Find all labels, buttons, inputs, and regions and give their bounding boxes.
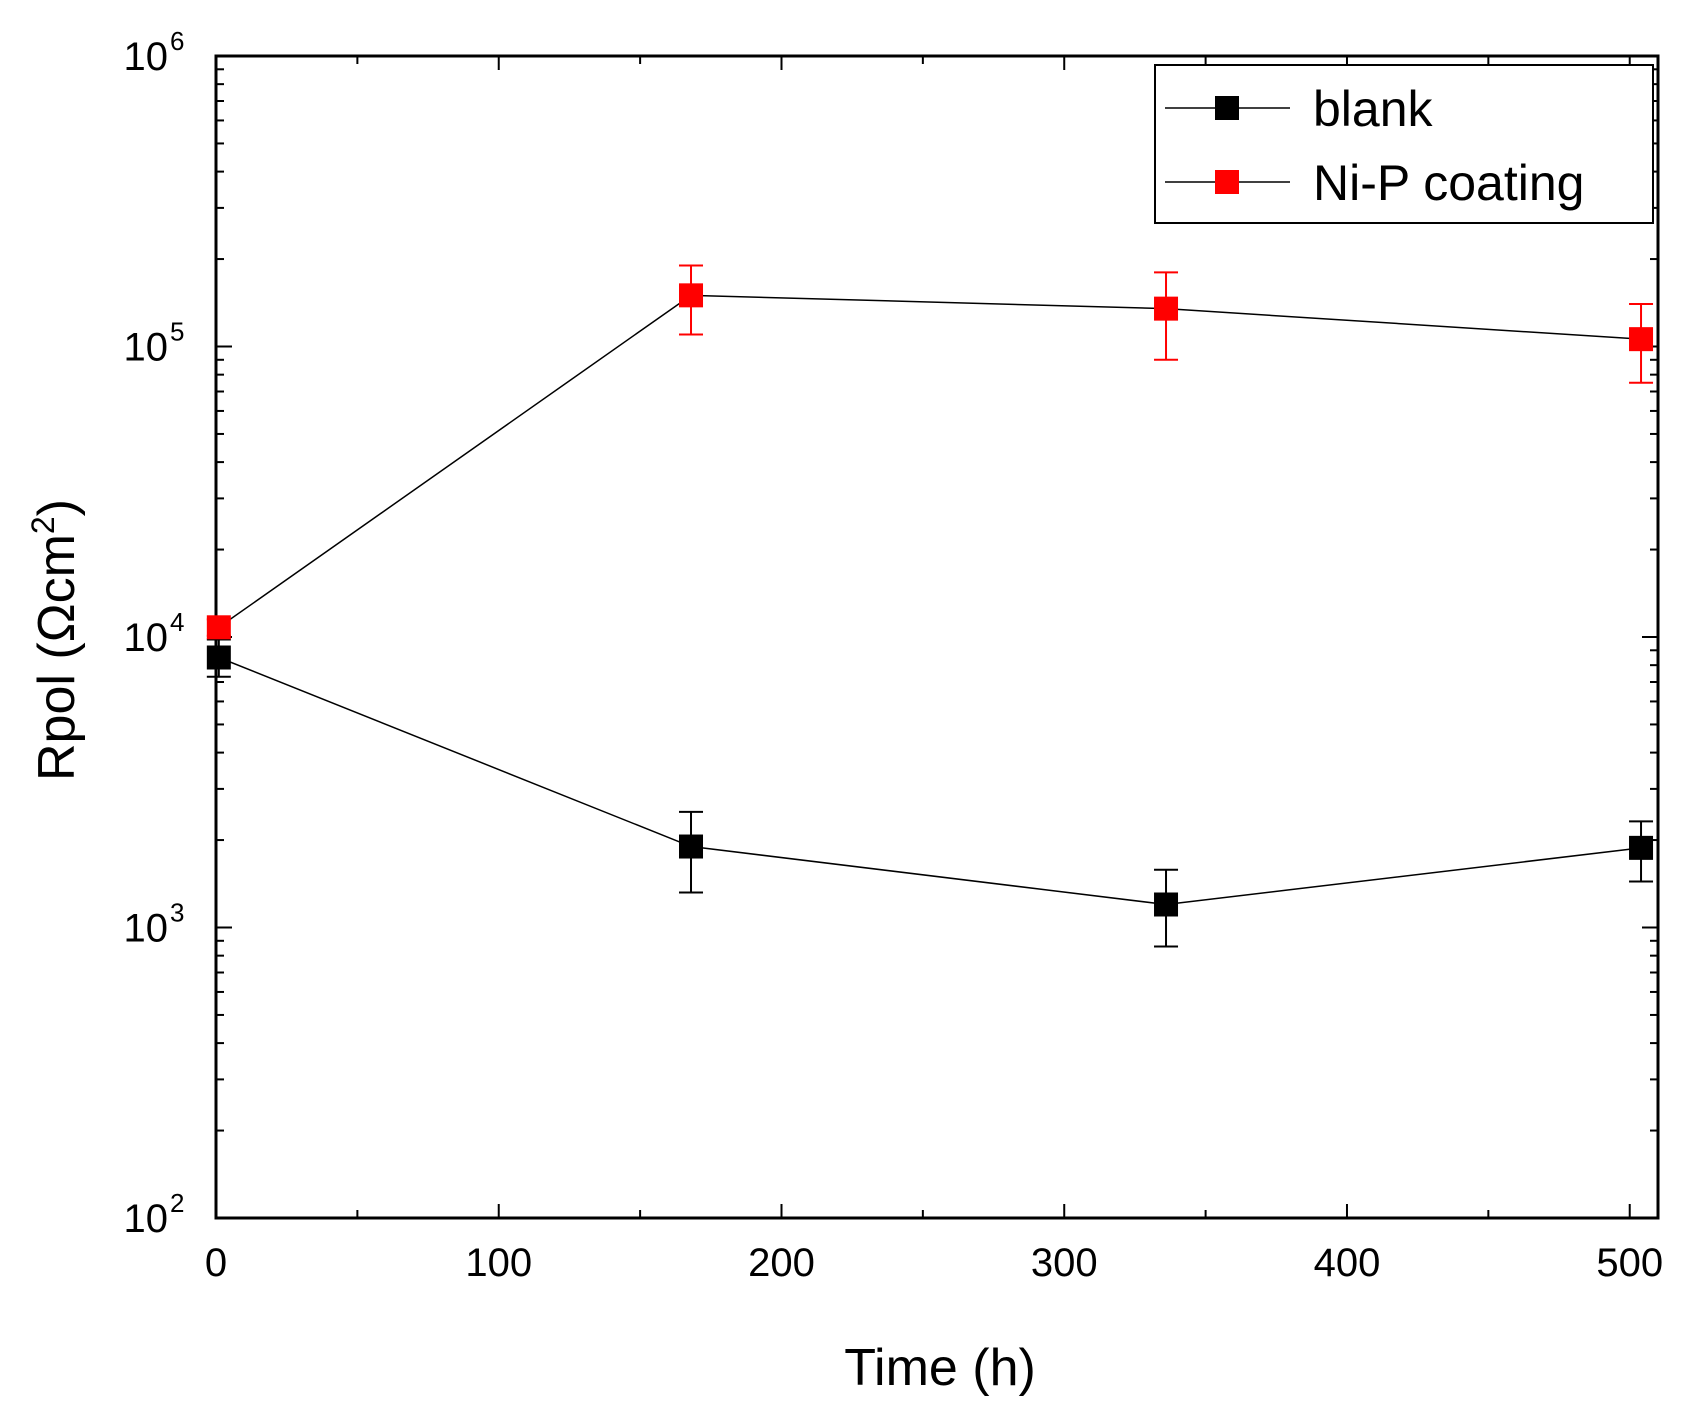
x-tick-label: 400 (1314, 1241, 1381, 1285)
y-tick-label-exponent: 2 (170, 1188, 184, 1218)
legend: blank Ni-P coating (1154, 64, 1654, 224)
x-axis-title: Time (h) (844, 1339, 1036, 1397)
data-point-ni-p-coating (1629, 327, 1654, 352)
y-tick-label: 10 (124, 35, 169, 79)
data-point-ni-p-coating (1154, 296, 1179, 321)
y-tick-label-exponent: 3 (170, 898, 184, 928)
data-point-blank (1629, 835, 1654, 860)
y-axis-title: Rpol (Ωcm2) (25, 499, 86, 781)
y-tick-label: 10 (124, 1197, 169, 1241)
x-tick-label: 300 (1031, 1241, 1098, 1285)
series-line-blank (218, 656, 1642, 906)
y-axis-title-prefix: Rpol (Ωcm (28, 534, 86, 781)
y-tick-label-exponent: 6 (170, 26, 184, 56)
data-point-blank (679, 834, 704, 859)
x-tick-label: 100 (465, 1241, 532, 1285)
legend-label-nip: Ni-P coating (1313, 155, 1584, 211)
plot-area-border (214, 54, 1660, 1220)
series-blank (206, 638, 1654, 948)
data-point-blank (206, 645, 231, 670)
x-axis-ticks: 0 100 200 300 400 500 (205, 56, 1663, 1285)
y-axis-title-suffix: ) (28, 499, 86, 516)
series-layer (206, 264, 1654, 948)
series-line-ni-p-coating (218, 294, 1642, 628)
legend-marker-blank (1215, 96, 1239, 120)
y-axis-title-superscript: 2 (25, 516, 61, 534)
legend-marker-nip (1215, 170, 1239, 194)
y-tick-label-exponent: 5 (170, 317, 184, 347)
legend-label-blank: blank (1313, 81, 1434, 137)
x-tick-label: 200 (748, 1241, 815, 1285)
y-tick-label-exponent: 4 (170, 607, 184, 637)
x-tick-label: 0 (205, 1241, 227, 1285)
x-tick-label: 500 (1596, 1241, 1663, 1285)
y-tick-label: 10 (124, 616, 169, 660)
plot-frame (214, 54, 1660, 1220)
data-point-ni-p-coating (206, 615, 231, 640)
y-tick-label: 10 (124, 907, 169, 951)
y-tick-label: 10 (124, 326, 169, 370)
series-ni-p-coating (206, 264, 1654, 640)
data-point-ni-p-coating (679, 283, 704, 308)
data-point-blank (1154, 892, 1179, 917)
legend-box (1154, 64, 1654, 224)
